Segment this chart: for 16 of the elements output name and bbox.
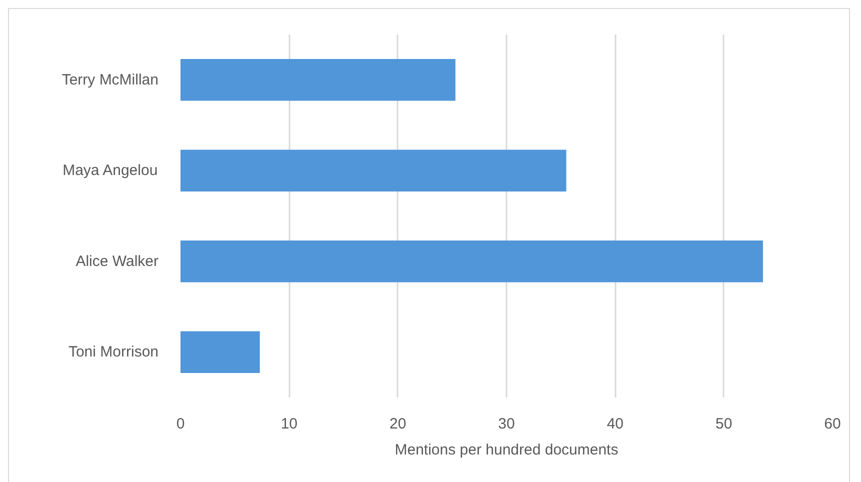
y-tick-label: Terry McMillan — [62, 71, 159, 88]
x-tick-label: 40 — [606, 416, 624, 432]
bar — [180, 331, 260, 373]
x-tick-label: 10 — [280, 416, 298, 432]
y-tick-label: Maya Angelou — [62, 162, 158, 180]
x-tick-label: 0 — [176, 416, 185, 432]
y-tick-label: Toni Morrison — [68, 344, 158, 361]
x-tick-label: 30 — [498, 416, 515, 432]
bar — [180, 240, 763, 282]
x-tick-label: 20 — [389, 416, 406, 432]
bar — [180, 150, 566, 192]
x-axis-title: Mentions per hundred documents — [394, 442, 618, 458]
x-tick-label: 60 — [824, 416, 841, 432]
bar — [180, 59, 456, 101]
y-tick-label: Alice Walker — [76, 252, 159, 270]
x-tick-label: 50 — [715, 416, 732, 432]
